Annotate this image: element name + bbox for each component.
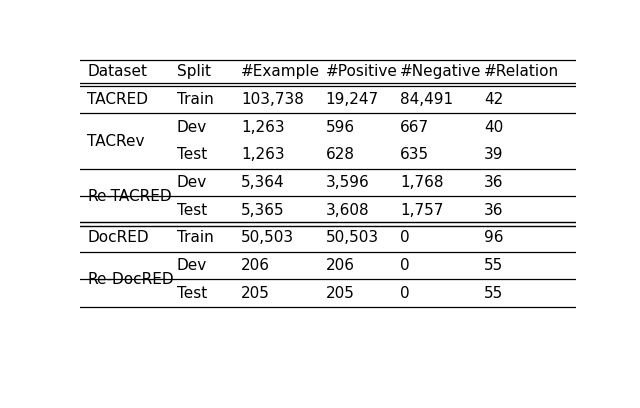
Text: 0: 0 bbox=[400, 230, 410, 245]
Text: #Relation: #Relation bbox=[484, 64, 559, 79]
Text: #Positive: #Positive bbox=[326, 64, 397, 79]
Text: 596: 596 bbox=[326, 120, 355, 135]
Text: 55: 55 bbox=[484, 286, 504, 301]
Text: Dev: Dev bbox=[177, 120, 207, 135]
Text: 40: 40 bbox=[484, 120, 504, 135]
Text: Split: Split bbox=[177, 64, 211, 79]
Text: 50,503: 50,503 bbox=[241, 230, 294, 245]
Text: TACRev: TACRev bbox=[88, 133, 145, 149]
Text: 0: 0 bbox=[400, 258, 410, 273]
Text: 1,768: 1,768 bbox=[400, 175, 444, 190]
Text: 0: 0 bbox=[400, 286, 410, 301]
Text: Train: Train bbox=[177, 92, 214, 107]
Text: 84,491: 84,491 bbox=[400, 92, 453, 107]
Text: Dev: Dev bbox=[177, 175, 207, 190]
Text: 1,263: 1,263 bbox=[241, 147, 285, 162]
Text: 3,608: 3,608 bbox=[326, 203, 369, 217]
Text: #Example: #Example bbox=[241, 64, 321, 79]
Text: Re-DocRED: Re-DocRED bbox=[88, 272, 174, 287]
Text: 39: 39 bbox=[484, 147, 504, 162]
Text: Test: Test bbox=[177, 286, 207, 301]
Text: #Negative: #Negative bbox=[400, 64, 481, 79]
Text: 42: 42 bbox=[484, 92, 504, 107]
Text: Dev: Dev bbox=[177, 258, 207, 273]
Text: 55: 55 bbox=[484, 258, 504, 273]
Text: TACRED: TACRED bbox=[88, 92, 148, 107]
Text: 1,263: 1,263 bbox=[241, 120, 285, 135]
Text: 1,757: 1,757 bbox=[400, 203, 444, 217]
Text: 36: 36 bbox=[484, 203, 504, 217]
Text: 205: 205 bbox=[241, 286, 270, 301]
Text: 206: 206 bbox=[326, 258, 355, 273]
Text: 5,365: 5,365 bbox=[241, 203, 285, 217]
Text: 103,738: 103,738 bbox=[241, 92, 304, 107]
Text: 96: 96 bbox=[484, 230, 504, 245]
Text: 206: 206 bbox=[241, 258, 270, 273]
Text: 50,503: 50,503 bbox=[326, 230, 379, 245]
Text: 628: 628 bbox=[326, 147, 355, 162]
Text: 635: 635 bbox=[400, 147, 429, 162]
Text: Re-TACRED: Re-TACRED bbox=[88, 189, 172, 204]
Text: 19,247: 19,247 bbox=[326, 92, 379, 107]
Text: Test: Test bbox=[177, 203, 207, 217]
Text: 36: 36 bbox=[484, 175, 504, 190]
Text: Train: Train bbox=[177, 230, 214, 245]
Text: Dataset: Dataset bbox=[88, 64, 147, 79]
Text: DocRED: DocRED bbox=[88, 230, 149, 245]
Text: 3,596: 3,596 bbox=[326, 175, 369, 190]
Text: Test: Test bbox=[177, 147, 207, 162]
Text: 205: 205 bbox=[326, 286, 355, 301]
Text: 667: 667 bbox=[400, 120, 429, 135]
Text: 5,364: 5,364 bbox=[241, 175, 285, 190]
